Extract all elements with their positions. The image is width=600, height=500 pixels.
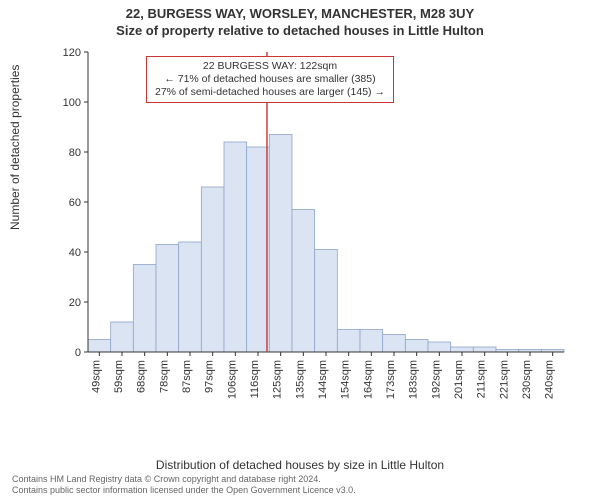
title-block: 22, BURGESS WAY, WORSLEY, MANCHESTER, M2… [0,0,600,40]
svg-text:68sqm: 68sqm [136,360,148,393]
credits-line1: Contains HM Land Registry data © Crown c… [12,474,588,485]
svg-text:221sqm: 221sqm [498,360,510,399]
svg-text:154sqm: 154sqm [340,360,352,399]
callout-line2: ← 71% of detached houses are smaller (38… [155,73,385,86]
svg-text:97sqm: 97sqm [204,360,216,393]
svg-text:230sqm: 230sqm [521,360,533,399]
svg-text:135sqm: 135sqm [294,360,306,399]
credits: Contains HM Land Registry data © Crown c… [12,474,588,497]
svg-text:173sqm: 173sqm [385,360,397,399]
svg-text:0: 0 [75,347,81,359]
histogram-chart: 0 20 40 60 80 100 120 49sqm 59sqm 68sqm 78sqm 87sqm… [60,48,570,418]
svg-text:211sqm: 211sqm [476,360,488,398]
svg-text:164sqm: 164sqm [362,360,374,399]
svg-text:40: 40 [69,247,81,259]
svg-text:144sqm: 144sqm [317,360,329,399]
page-title-line2: Size of property relative to detached ho… [0,23,600,40]
svg-text:183sqm: 183sqm [408,360,420,399]
svg-text:120: 120 [63,48,81,59]
svg-text:201sqm: 201sqm [453,360,465,399]
svg-text:80: 80 [69,147,81,159]
svg-text:59sqm: 59sqm [113,360,125,393]
svg-text:87sqm: 87sqm [181,360,193,393]
callout-title: 22 BURGESS WAY: 122sqm [155,60,385,73]
chart-svg: 0 20 40 60 80 100 120 49sqm 59sqm 68sqm 78sqm 87sqm… [60,48,570,418]
page-title-line1: 22, BURGESS WAY, WORSLEY, MANCHESTER, M2… [0,6,600,23]
callout-line3: 27% of semi-detached houses are larger (… [155,86,385,99]
x-axis-label: Distribution of detached houses by size … [0,458,600,472]
y-axis-label: Number of detached properties [8,65,22,230]
svg-text:125sqm: 125sqm [272,360,284,399]
svg-text:192sqm: 192sqm [430,360,442,399]
svg-text:106sqm: 106sqm [226,360,238,399]
svg-text:240sqm: 240sqm [544,360,556,399]
svg-text:116sqm: 116sqm [249,360,261,398]
callout-box: 22 BURGESS WAY: 122sqm ← 71% of detached… [146,56,394,103]
svg-text:60: 60 [69,197,81,209]
credits-line2: Contains public sector information licen… [12,485,588,496]
svg-text:49sqm: 49sqm [90,360,102,393]
svg-text:100: 100 [63,97,81,109]
svg-text:20: 20 [69,297,81,309]
svg-text:78sqm: 78sqm [158,360,170,393]
